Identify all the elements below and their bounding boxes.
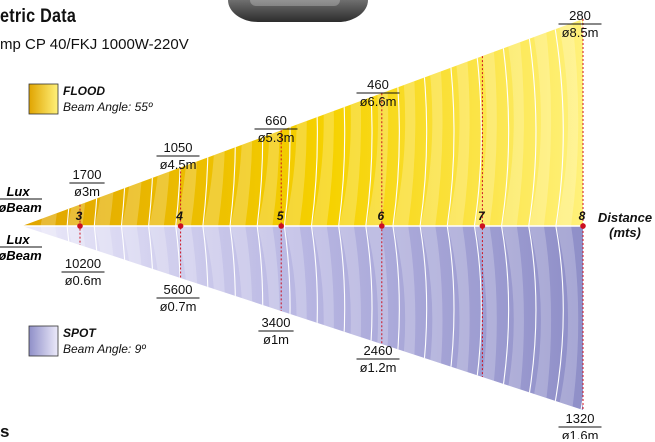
distance-marker — [278, 223, 285, 229]
distance-tick-label: 7 — [478, 209, 486, 223]
flood-value-label: 460 ø6.6m — [356, 77, 400, 109]
distance-tick-label: 5 — [277, 209, 284, 223]
row-label-bottom: Lux øBeam — [0, 232, 42, 263]
spot-band-highlight — [474, 226, 497, 410]
flood-legend-angle: Beam Angle: 55º — [63, 100, 153, 114]
distance-tick-label: 3 — [76, 209, 83, 223]
spot-lux-value: 3400 — [262, 315, 291, 330]
spot-beam-cone — [22, 226, 583, 410]
distance-axis-title-line1: Distance — [597, 210, 653, 225]
spot-value-label: 1320 ø1.6m — [558, 411, 602, 439]
flood-lux-value: 1050 — [164, 140, 193, 155]
spot-band-highlight — [528, 226, 552, 410]
distance-tick-label: 8 — [579, 209, 586, 223]
flood-lux-value: 280 — [569, 8, 591, 23]
row-label-top: Lux øBeam — [0, 184, 42, 215]
flood-beam-value: ø3m — [74, 184, 100, 199]
flood-beam-value: ø4.5m — [160, 157, 197, 172]
flood-band-highlight — [447, 19, 470, 226]
spot-legend-name: SPOT — [63, 326, 96, 340]
spot-band-highlight — [555, 226, 579, 410]
flood-beam-cone — [22, 19, 583, 226]
spot-band-highlight — [40, 226, 63, 410]
spot-value-label: 3400 ø1m — [258, 315, 294, 347]
flood-value-label: 660 ø5.3m — [254, 113, 298, 145]
distance-axis-title: Distance (mts) — [597, 210, 653, 240]
flood-band-highlight — [528, 19, 552, 226]
flood-band-highlight — [501, 19, 524, 226]
projector-lamp-highlight — [250, 0, 340, 6]
flood-band-highlight — [40, 19, 63, 226]
page-title: etric Data — [0, 6, 77, 27]
page-subtitle: mp CP 40/FKJ 1000W-220V — [0, 36, 189, 53]
flood-beam-value: ø6.6m — [360, 94, 397, 109]
flood-legend-swatch — [28, 83, 59, 115]
spot-lux-value: 5600 — [164, 282, 193, 297]
flood-value-label: 1700 ø3m — [69, 167, 105, 199]
distance-marker — [177, 223, 184, 229]
flood-band-highlight — [555, 19, 579, 226]
flood-band-highlight — [474, 19, 497, 226]
spot-value-label: 5600 ø0.7m — [156, 282, 200, 314]
spot-legend: SPOT Beam Angle: 9º — [63, 325, 146, 357]
beam-label-bottom: øBeam — [0, 248, 42, 263]
spot-beam-value: ø0.7m — [160, 299, 197, 314]
distance-marker — [379, 223, 385, 229]
spot-isolux-arc — [551, 226, 564, 410]
spot-legend-swatch — [28, 325, 59, 357]
spot-lux-value: 10200 — [65, 256, 101, 271]
flood-isolux-arc — [62, 19, 73, 226]
beam-label-top: øBeam — [0, 200, 42, 215]
distance-marker — [77, 223, 83, 229]
projector-lamp-image — [228, 0, 368, 22]
spot-beam-value: ø1.2m — [360, 360, 397, 375]
flood-legend: FLOOD Beam Angle: 55º — [63, 83, 152, 115]
spot-beam-value: ø0.6m — [65, 273, 102, 288]
spot-band-highlight — [501, 226, 524, 410]
flood-lux-value: 460 — [367, 77, 389, 92]
spot-legend-angle: Beam Angle: 9º — [63, 342, 146, 356]
distance-marker — [479, 223, 486, 229]
spot-band-highlight — [67, 226, 90, 410]
spot-beam-value: ø1m — [263, 332, 289, 347]
spot-beam-value: ø1.6m — [562, 428, 599, 439]
flood-value-label: 280 ø8.5m — [558, 8, 602, 40]
flood-beam-value: ø5.3m — [258, 130, 295, 145]
spot-lux-value: 1320 — [566, 411, 595, 426]
flood-legend-name: FLOOD — [63, 84, 105, 98]
flood-lux-value: 660 — [265, 113, 287, 128]
flood-value-label: 1050 ø4.5m — [156, 140, 200, 172]
lux-label-bottom: Lux — [6, 232, 30, 247]
flood-isolux-arc — [551, 19, 564, 226]
spot-value-label: 10200 ø0.6m — [61, 256, 105, 288]
flood-lux-value: 1700 — [73, 167, 102, 182]
distance-tick-label: 6 — [377, 209, 384, 223]
bottom-heading-fragment: s — [0, 422, 10, 441]
flood-beam-value: ø8.5m — [562, 25, 599, 40]
lux-label-top: Lux — [6, 184, 30, 199]
spot-value-label: 2460 ø1.2m — [356, 343, 400, 375]
distance-marker — [580, 223, 586, 229]
distance-tick-label: 4 — [175, 209, 183, 223]
distance-axis-title-line2: (mts) — [609, 225, 641, 240]
spot-lux-value: 2460 — [364, 343, 393, 358]
